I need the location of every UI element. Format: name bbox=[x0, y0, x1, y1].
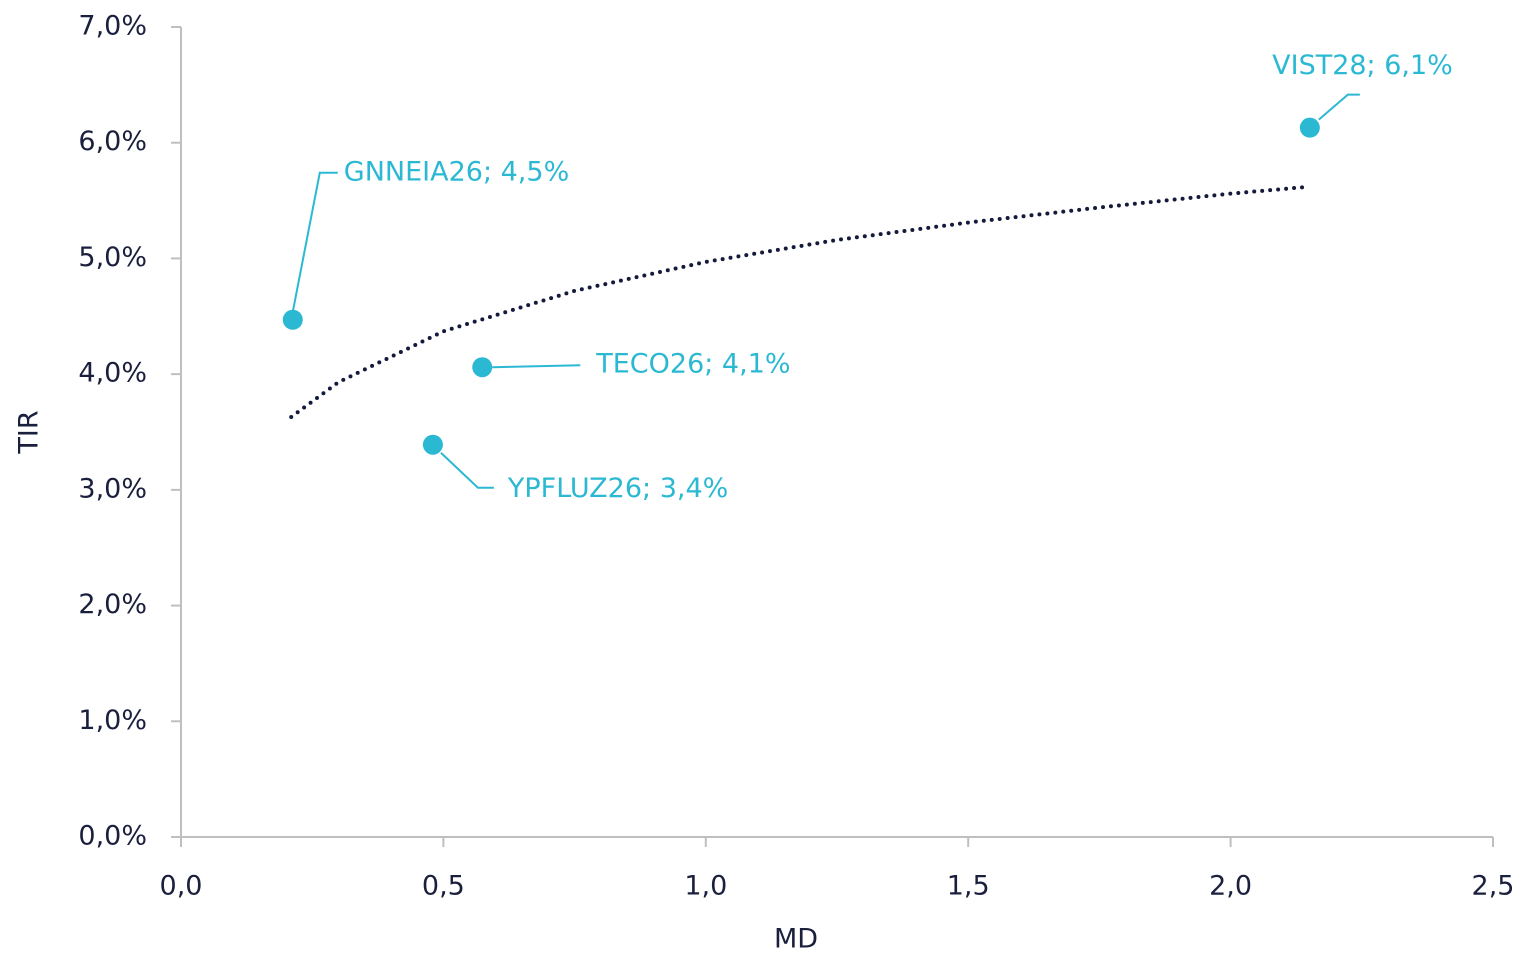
y-tick-label: 7,0% bbox=[78, 11, 147, 42]
leader-line bbox=[492, 364, 581, 369]
trendline bbox=[289, 184, 1312, 419]
x-tick-label: 1,5 bbox=[947, 871, 990, 902]
leader-line bbox=[440, 452, 494, 489]
x-tick-label: 1,0 bbox=[684, 871, 727, 902]
y-tick-label: 6,0% bbox=[78, 126, 147, 157]
leader-line bbox=[291, 171, 338, 312]
y-tick-label: 0,0% bbox=[78, 821, 147, 852]
data-label: TECO26; 4,1% bbox=[595, 349, 790, 380]
y-tick-label: 4,0% bbox=[78, 358, 147, 389]
data-label: YPFLUZ26; 3,4% bbox=[507, 473, 728, 504]
x-axis-label: MD bbox=[774, 924, 818, 955]
y-tick-label: 5,0% bbox=[78, 242, 147, 273]
y-tick-label: 2,0% bbox=[78, 589, 147, 620]
x-tick-label: 2,5 bbox=[1472, 871, 1515, 902]
leader-line bbox=[1318, 93, 1360, 121]
point bbox=[282, 309, 303, 330]
data-label: VIST28; 6,1% bbox=[1272, 50, 1453, 81]
y-tick-label: 1,0% bbox=[78, 705, 147, 736]
data-label: GNNEIA26; 4,5% bbox=[344, 156, 569, 187]
point bbox=[422, 434, 443, 455]
x-tick-label: 2,0 bbox=[1209, 871, 1252, 902]
point bbox=[1299, 117, 1320, 138]
y-tick-label: 3,0% bbox=[78, 473, 147, 504]
point bbox=[472, 357, 493, 378]
x-tick-label: 0,0 bbox=[160, 871, 203, 902]
y-axis-label: TIR bbox=[14, 410, 45, 454]
x-tick-label: 0,5 bbox=[422, 871, 465, 902]
